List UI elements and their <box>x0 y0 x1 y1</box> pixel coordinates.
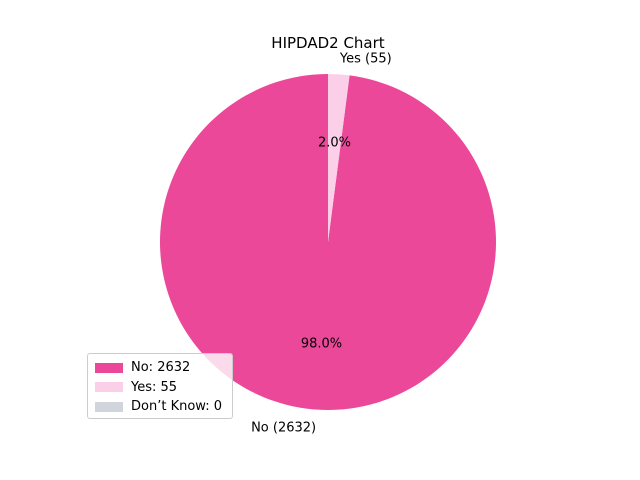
pie-slices <box>160 74 497 410</box>
legend-item-no: No: 2632 <box>95 358 225 378</box>
pie-labels: No (2632) 98.0% Yes (55) 2.0% <box>251 52 392 436</box>
legend-label-dont-know: Don’t Know: 0 <box>131 399 222 415</box>
legend-label-yes: Yes: 55 <box>131 379 178 395</box>
slice-label-yes: Yes (55) <box>339 52 392 67</box>
legend: No: 2632 Yes: 55 Don’t Know: 0 <box>87 353 233 419</box>
legend-swatch-no <box>95 362 123 373</box>
slice-percent-no: 98.0% <box>301 337 342 352</box>
legend-swatch-yes <box>95 382 123 393</box>
chart-title: HIPDAD2 Chart <box>271 34 384 52</box>
slice-label-no: No (2632) <box>251 420 316 435</box>
slice-percent-yes: 2.0% <box>318 135 351 150</box>
legend-item-dont-know: Don’t Know: 0 <box>95 397 225 417</box>
legend-item-yes: Yes: 55 <box>95 378 225 398</box>
legend-swatch-dont-know <box>95 401 123 412</box>
pie-slice-yes <box>328 74 350 242</box>
pie-slice-no <box>160 74 497 410</box>
legend-label-no: No: 2632 <box>131 360 191 376</box>
